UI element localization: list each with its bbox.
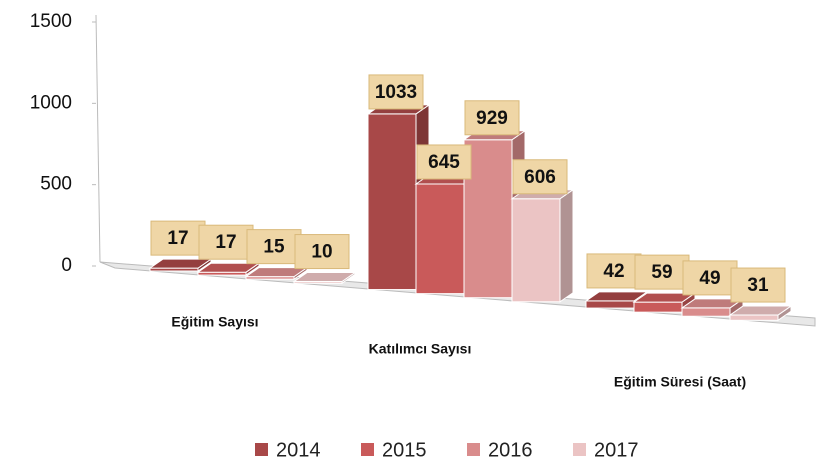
legend-swatch [573,443,586,456]
value-label-box [586,253,642,289]
value-label: 17 [167,228,188,249]
legend-label: 2015 [382,439,427,461]
value-label-box [682,260,738,296]
category-label: Eğitim Süresi (Saat) [614,374,746,390]
bar-front [367,113,417,291]
legend-swatch [467,443,480,456]
value-label-box [246,229,302,265]
bar-side [559,188,574,303]
bar-front [729,314,779,321]
value-label-box [464,100,520,136]
legend-label: 2014 [276,439,321,461]
bar-front [681,307,731,317]
bar [728,305,793,322]
value-label: 10 [311,242,332,263]
value-label-box [416,144,472,180]
y-tick-label: 500 [40,174,72,195]
bar-top [584,291,649,302]
value-label: 606 [524,167,556,188]
legend-swatch [255,443,268,456]
legend-swatch [361,443,374,456]
y-tick-label: 1500 [30,11,72,32]
bar-front [585,300,635,309]
bar-front [633,301,683,313]
value-label: 645 [428,152,460,173]
value-label-box [198,224,254,260]
bar-top [728,305,793,316]
value-label-box [730,267,786,303]
value-label: 59 [651,262,672,283]
legend-label: 2016 [488,439,533,461]
value-label-box [150,220,206,256]
value-label-box [368,74,424,110]
value-label-box [512,159,568,195]
value-label: 17 [215,232,236,253]
bar-front [415,183,465,295]
value-label: 15 [263,237,285,258]
value-label: 42 [603,261,624,282]
bar-top [292,272,357,283]
category-label: Eğitim Sayısı [171,314,258,330]
value-label: 49 [699,268,720,289]
y-tick-label: 0 [61,255,72,276]
bar-front [463,139,513,299]
value-label: 1033 [375,82,417,103]
value-label-box [294,234,350,270]
y-tick-label: 1000 [30,92,72,113]
value-label: 929 [476,108,508,129]
legend-label: 2017 [594,439,639,461]
y-axis [95,14,101,263]
bar [510,188,575,303]
value-label: 31 [747,275,769,296]
bar [292,271,357,285]
category-label: Katılımcı Sayısı [369,341,472,357]
bar-front [511,198,561,303]
